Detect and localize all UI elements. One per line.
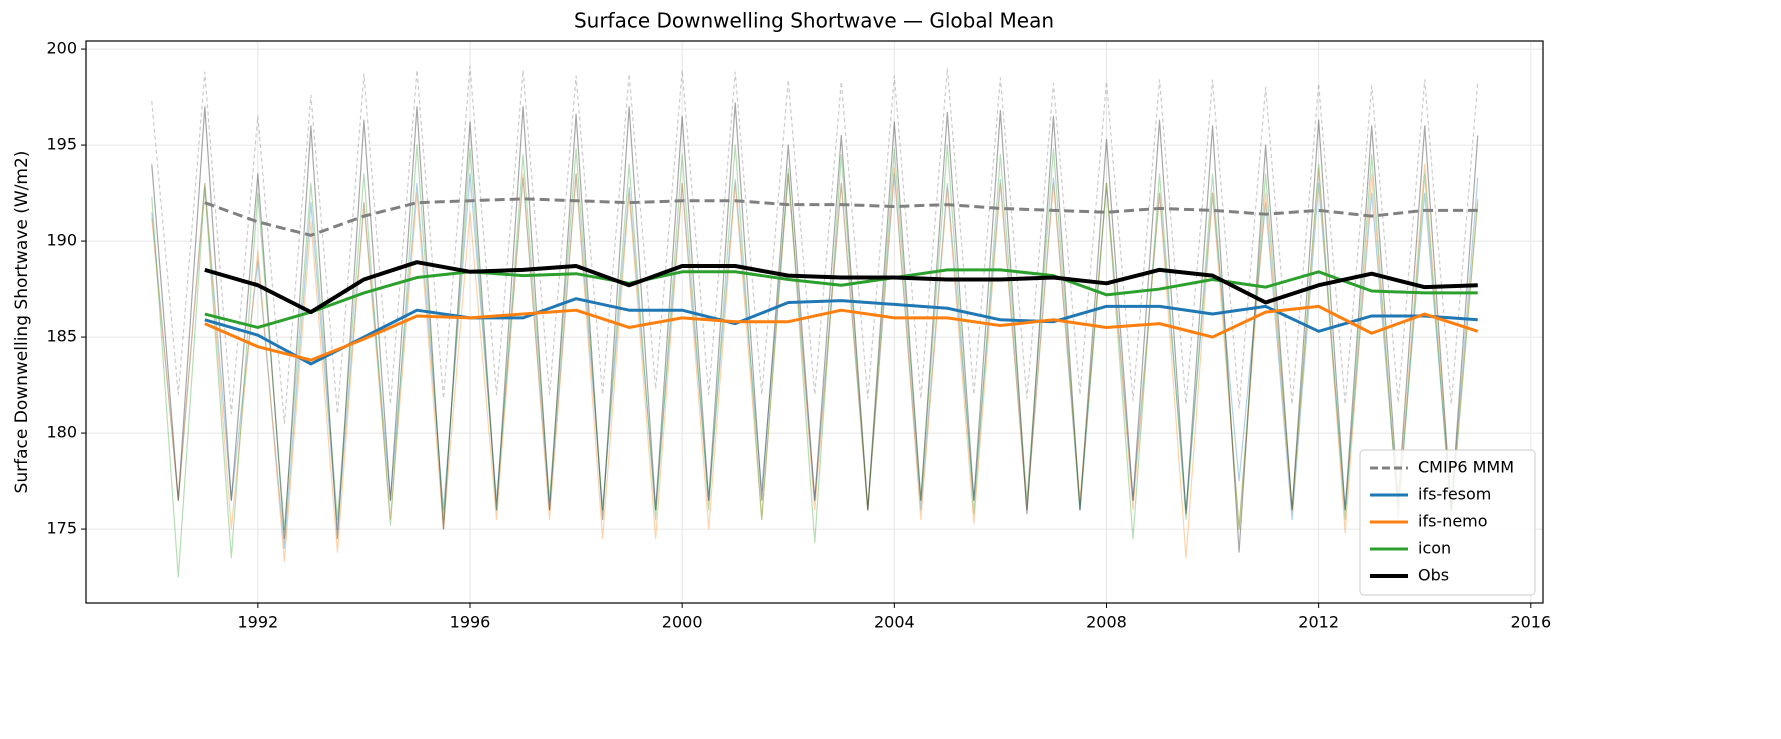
legend-label: icon [1418, 539, 1451, 558]
monthly-line [151, 163, 1479, 563]
y-tick-label: 180 [46, 423, 77, 442]
x-tick-label: 2000 [662, 613, 703, 632]
monthly-line [151, 173, 1479, 549]
x-tick-label: 1996 [450, 613, 491, 632]
chart-title: Surface Downwelling Shortwave — Global M… [574, 9, 1054, 33]
legend-label: ifs-nemo [1418, 512, 1488, 531]
monthly-line [151, 65, 1479, 425]
y-tick-label: 190 [46, 231, 77, 250]
x-tick-label: 2016 [1510, 613, 1551, 632]
annual-line [204, 268, 1478, 329]
annual-line [204, 304, 1479, 362]
y-tick-label: 200 [46, 39, 77, 58]
y-tick-label: 195 [46, 135, 77, 154]
annual-line [204, 297, 1478, 366]
legend-label: ifs-fesom [1418, 485, 1491, 504]
x-tick-label: 2008 [1086, 613, 1127, 632]
y-tick-label: 175 [46, 519, 77, 538]
x-tick-label: 1992 [237, 613, 278, 632]
x-tick-label: 2012 [1298, 613, 1339, 632]
x-tick-label: 2004 [874, 613, 915, 632]
y-axis-label: Surface Downwelling Shortwave (W/m2) [12, 151, 32, 494]
y-tick-label: 185 [46, 327, 77, 346]
legend-label: CMIP6 MMM [1418, 458, 1514, 477]
annual-line [204, 197, 1478, 237]
plot-frame [85, 40, 1544, 604]
annual-line [204, 260, 1478, 315]
monthly-line [151, 102, 1479, 553]
legend-label: Obs [1418, 566, 1449, 585]
legend-box [1359, 449, 1536, 596]
